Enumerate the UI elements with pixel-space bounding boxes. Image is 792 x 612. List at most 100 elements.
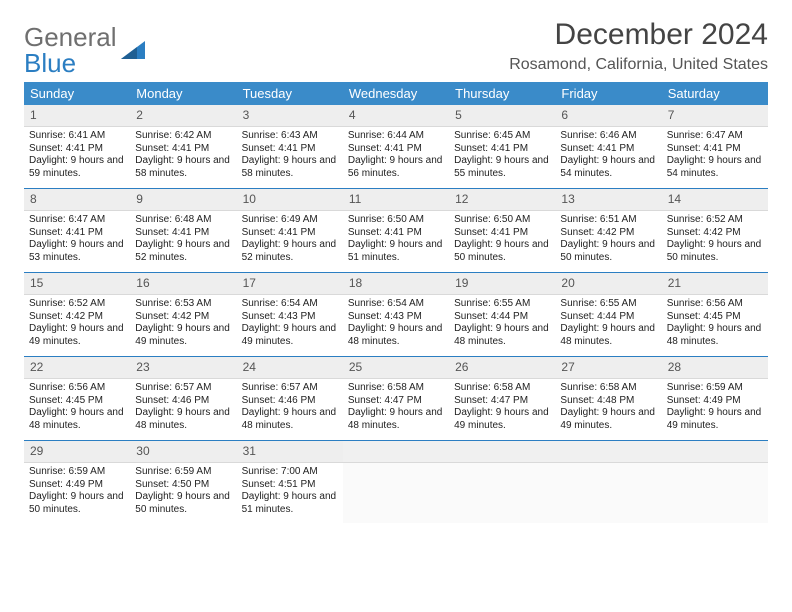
daylight-line: Daylight: 9 hours and 49 minutes.: [454, 407, 549, 431]
daylight-line: Daylight: 9 hours and 51 minutes.: [348, 239, 443, 263]
sunset-line: Sunset: 4:41 PM: [29, 143, 103, 154]
day-number: 15: [24, 273, 130, 295]
sunset-line: Sunset: 4:41 PM: [135, 227, 209, 238]
day-body: Sunrise: 6:52 AM Sunset: 4:42 PMDaylight:…: [24, 295, 130, 356]
sunset-line: Sunset: 4:48 PM: [560, 395, 634, 406]
day-body: Sunrise: 6:41 AMSunset: 4:41 PMDaylight:…: [24, 127, 130, 188]
sunrise-line: Sunrise: 6:55 AM: [454, 298, 530, 309]
sunset-line: Sunset: 4:49 PM: [29, 479, 103, 490]
calendar-cell: [555, 441, 661, 525]
sunrise-line: Sunrise: 6:50 AM: [348, 214, 424, 225]
calendar-cell: 8Sunrise: 6:47 AMSunset: 4:41 PMDaylight…: [24, 189, 130, 273]
sunrise-line: Sunrise: 6:56 AM: [667, 298, 743, 309]
day-number: 9: [130, 189, 236, 211]
sunset-line: Sunset: 4:51 PM: [242, 479, 316, 490]
daylight-line: Daylight: 9 hours and 50 minutes.: [454, 239, 549, 263]
calendar-cell: 22 Sunrise: 6:56 AM Sunset: 4:45 PMDayligh…: [24, 357, 130, 441]
sunrise-line: Sunrise: 6:44 AM: [348, 130, 424, 141]
calendar-cell: [662, 441, 768, 525]
day-body: Sunrise: 6:58 AMSunset: 4:48 PMDaylight:…: [555, 379, 661, 440]
daylight-line: Daylight: 9 hours and 55 minutes.: [454, 155, 549, 179]
sunrise-line: Sunrise: 6:49 AM: [242, 214, 318, 225]
calendar-cell: 21Sunrise: 6:56 AMSunset: 4:45 PMDayligh…: [662, 273, 768, 357]
day-body: Sunrise: 6:58 AMSunset: 4:47 PMDaylight:…: [343, 379, 449, 440]
day-number: 10: [237, 189, 343, 211]
calendar-cell: 23Sunrise: 6:57 AMSunset: 4:46 PMDayligh…: [130, 357, 236, 441]
day-number: 25: [343, 357, 449, 379]
sunrise-line: Sunrise: 6:56 AM: [29, 382, 105, 393]
weekday-header: Sunday: [24, 82, 130, 105]
calendar-cell: 2Sunrise: 6:42 AMSunset: 4:41 PMDaylight…: [130, 105, 236, 189]
sunrise-line: Sunrise: 6:51 AM: [560, 214, 636, 225]
sunset-line: Sunset: 4:41 PM: [667, 143, 741, 154]
calendar-cell: 25Sunrise: 6:58 AMSunset: 4:47 PMDayligh…: [343, 357, 449, 441]
sunrise-line: Sunrise: 6:45 AM: [454, 130, 530, 141]
sunset-line: Sunset: 4:42 PM: [667, 227, 741, 238]
header: General Blue December 2024 Rosamond, Cal…: [24, 18, 768, 76]
daylight-line: Daylight: 9 hours and 50 minutes.: [560, 239, 655, 263]
weekday-header: Saturday: [662, 82, 768, 105]
day-body: Sunrise: 7:00 AMSunset: 4:51 PMDaylight:…: [237, 463, 343, 524]
sunrise-line: Sunrise: 6:59 AM: [29, 466, 105, 477]
logo-word-2: Blue: [24, 48, 76, 78]
calendar-cell: 26Sunrise: 6:58 AMSunset: 4:47 PMDayligh…: [449, 357, 555, 441]
weekday-header: Friday: [555, 82, 661, 105]
day-number: 7: [662, 105, 768, 127]
sunrise-line: Sunrise: 7:00 AM: [242, 466, 318, 477]
day-number: 11: [343, 189, 449, 211]
calendar-cell: 30Sunrise: 6:59 AMSunset: 4:50 PMDayligh…: [130, 441, 236, 525]
daylight-line: Daylight: 9 hours and 48 minutes.: [348, 407, 443, 431]
sunset-line: Sunset: 4:41 PM: [29, 227, 103, 238]
day-body: Sunrise: 6:56 AM Sunset: 4:45 PMDaylight:…: [24, 379, 130, 440]
day-number: 31: [237, 441, 343, 463]
sunset-line: Sunset: 4:42 PM: [29, 311, 103, 322]
calendar-cell: 7Sunrise: 6:47 AMSunset: 4:41 PMDaylight…: [662, 105, 768, 189]
day-number: 24: [237, 357, 343, 379]
day-body: Sunrise: 6:49 AMSunset: 4:41 PMDaylight:…: [237, 211, 343, 272]
logo-sail-icon: [119, 39, 147, 61]
daylight-line: Daylight: 9 hours and 48 minutes.: [135, 407, 230, 431]
daylight-line: Daylight: 9 hours and 58 minutes.: [242, 155, 337, 179]
sunrise-line: Sunrise: 6:52 AM: [29, 298, 105, 309]
sunrise-line: Sunrise: 6:47 AM: [29, 214, 105, 225]
daylight-line: Daylight: 9 hours and 49 minutes.: [29, 323, 124, 347]
calendar-cell: 5Sunrise: 6:45 AMSunset: 4:41 PMDaylight…: [449, 105, 555, 189]
sunset-line: Sunset: 4:45 PM: [29, 395, 103, 406]
day-body: Sunrise: 6:59 AMSunset: 4:49 PMDaylight:…: [24, 463, 130, 524]
day-body: Sunrise: 6:57 AMSunset: 4:46 PMDaylight:…: [237, 379, 343, 440]
sunset-line: Sunset: 4:43 PM: [348, 311, 422, 322]
day-number: 5: [449, 105, 555, 127]
day-number: 17: [237, 273, 343, 295]
day-body: Sunrise: 6:53 AMSunset: 4:42 PMDaylight:…: [130, 295, 236, 356]
day-number: 22: [24, 357, 130, 379]
day-body: Sunrise: 6:45 AMSunset: 4:41 PMDaylight:…: [449, 127, 555, 188]
sunrise-line: Sunrise: 6:50 AM: [454, 214, 530, 225]
sunset-line: Sunset: 4:41 PM: [242, 143, 316, 154]
sunset-line: Sunset: 4:50 PM: [135, 479, 209, 490]
day-body: Sunrise: 6:55 AMSunset: 4:44 PMDaylight:…: [555, 295, 661, 356]
day-body: Sunrise: 6:47 AMSunset: 4:41 PMDaylight:…: [24, 211, 130, 272]
sunset-line: Sunset: 4:42 PM: [560, 227, 634, 238]
day-body: Sunrise: 6:59 AMSunset: 4:49 PMDaylight:…: [662, 379, 768, 440]
day-number: 20: [555, 273, 661, 295]
day-number: 1: [24, 105, 130, 127]
sunset-line: Sunset: 4:47 PM: [454, 395, 528, 406]
day-number: 12: [449, 189, 555, 211]
calendar-cell: 1Sunrise: 6:41 AMSunset: 4:41 PMDaylight…: [24, 105, 130, 189]
daylight-line: Daylight: 9 hours and 48 minutes.: [560, 323, 655, 347]
location-subtitle: Rosamond, California, United States: [509, 56, 768, 74]
day-body: Sunrise: 6:55 AMSunset: 4:44 PMDaylight:…: [449, 295, 555, 356]
logo: General Blue: [24, 24, 147, 76]
day-body: Sunrise: 6:59 AMSunset: 4:50 PMDaylight:…: [130, 463, 236, 524]
sunset-line: Sunset: 4:46 PM: [242, 395, 316, 406]
daylight-line: Daylight: 9 hours and 49 minutes.: [135, 323, 230, 347]
daylight-line: Daylight: 9 hours and 49 minutes.: [560, 407, 655, 431]
sunset-line: Sunset: 4:41 PM: [454, 227, 528, 238]
sunrise-line: Sunrise: 6:59 AM: [135, 466, 211, 477]
daylight-line: Daylight: 9 hours and 52 minutes.: [135, 239, 230, 263]
daylight-line: Daylight: 9 hours and 56 minutes.: [348, 155, 443, 179]
sunrise-line: Sunrise: 6:52 AM: [667, 214, 743, 225]
sunrise-line: Sunrise: 6:41 AM: [29, 130, 105, 141]
calendar-cell: 4Sunrise: 6:44 AMSunset: 4:41 PMDaylight…: [343, 105, 449, 189]
daylight-line: Daylight: 9 hours and 48 minutes.: [29, 407, 124, 431]
